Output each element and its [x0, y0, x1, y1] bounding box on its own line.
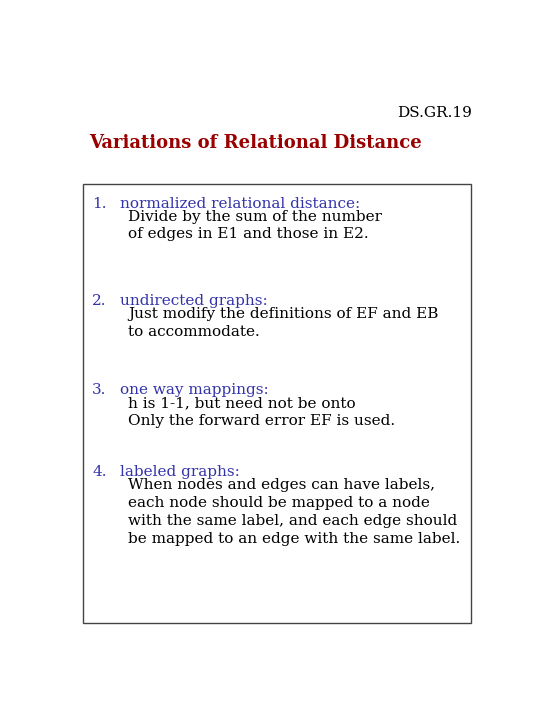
Text: Divide by the sum of the number
of edges in E1 and those in E2.: Divide by the sum of the number of edges…: [128, 210, 382, 241]
Text: 2.: 2.: [92, 294, 107, 308]
Text: DS.GR.19: DS.GR.19: [397, 106, 472, 120]
Text: 3.: 3.: [92, 383, 107, 397]
Text: 4.: 4.: [92, 465, 107, 480]
FancyBboxPatch shape: [83, 184, 470, 623]
Text: 1.: 1.: [92, 197, 107, 210]
Text: one way mappings:: one way mappings:: [120, 383, 269, 397]
Text: h is 1-1, but need not be onto
Only the forward error EF is used.: h is 1-1, but need not be onto Only the …: [128, 396, 395, 428]
Text: normalized relational distance:: normalized relational distance:: [120, 197, 361, 210]
Text: Variations of Relational Distance: Variations of Relational Distance: [89, 134, 422, 152]
Text: Just modify the definitions of EF and EB
to accommodate.: Just modify the definitions of EF and EB…: [128, 307, 438, 339]
Text: undirected graphs:: undirected graphs:: [120, 294, 268, 308]
Text: When nodes and edges can have labels,
each node should be mapped to a node
with : When nodes and edges can have labels, ea…: [128, 478, 460, 546]
Text: labeled graphs:: labeled graphs:: [120, 465, 240, 480]
